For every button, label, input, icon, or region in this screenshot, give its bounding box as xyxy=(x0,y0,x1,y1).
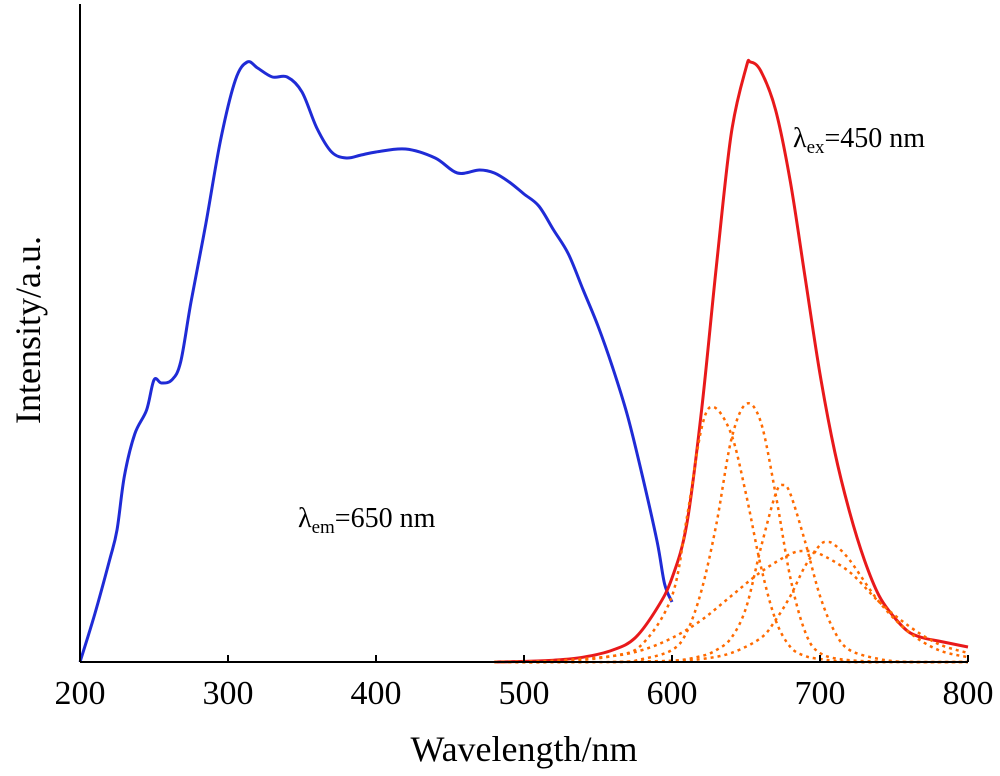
annotation-excitation: λex=450 nm xyxy=(793,123,925,158)
annotation-emission-symbol: λ xyxy=(298,503,312,534)
x-tick-label: 200 xyxy=(55,675,106,712)
annotation-emission: λem=650 nm xyxy=(298,503,436,538)
tick-layer: 200 300 400 500 600 700 800 xyxy=(55,655,994,712)
x-tick-label: 500 xyxy=(499,675,550,712)
x-tick-label: 300 xyxy=(203,675,254,712)
series-line-gauss-3 xyxy=(612,483,969,664)
series-line-gauss-1 xyxy=(494,405,968,664)
x-axis-title: Wavelength/nm xyxy=(410,729,637,769)
x-tick-label: 700 xyxy=(795,675,846,712)
annotation-excitation-symbol: λ xyxy=(793,123,807,154)
x-tick-label: 600 xyxy=(647,675,698,712)
series-line-gauss-2 xyxy=(494,402,969,664)
x-tick-label: 800 xyxy=(943,675,994,712)
annotation-emission-subscript: em xyxy=(312,517,335,538)
series-line-excitation xyxy=(78,60,674,663)
annotation-excitation-value: =450 nm xyxy=(825,123,926,154)
x-tick-label: 400 xyxy=(351,675,402,712)
series-line-gauss-5 xyxy=(612,540,969,664)
y-axis-title: Intensity/a.u. xyxy=(8,236,48,424)
annotation-emission-value: =650 nm xyxy=(335,503,436,534)
annotation-excitation-subscript: ex xyxy=(807,137,825,158)
series-line-gauss-4 xyxy=(494,549,969,664)
